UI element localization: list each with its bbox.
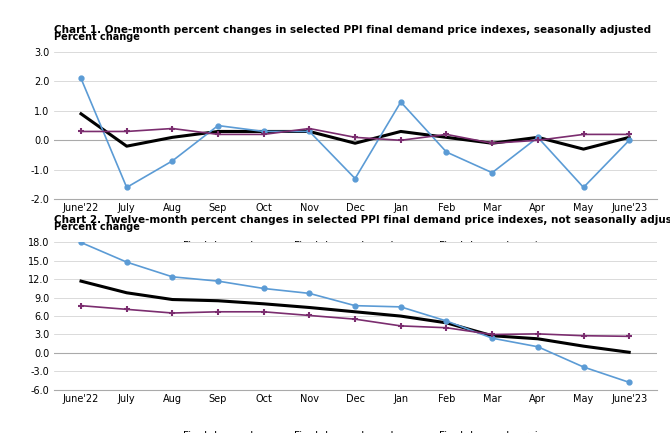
Final demand services [351,317,359,322]
Line: Final demand services: Final demand services [78,302,632,340]
Text: Percent change: Percent change [54,222,139,232]
Final demand services [123,307,131,312]
Final demand [442,135,450,140]
Final demand [488,141,496,146]
Final demand services [534,138,542,143]
Final demand [214,298,222,304]
Text: Chart 2. Twelve-month percent changes in selected PPI final demand price indexes: Chart 2. Twelve-month percent changes in… [54,215,670,225]
Final demand goods [214,123,222,128]
Final demand goods [534,135,542,140]
Final demand goods [260,286,268,291]
Final demand [306,129,314,134]
Final demand goods [488,336,496,341]
Final demand services [580,132,588,137]
Final demand goods [77,76,85,81]
Final demand [351,141,359,146]
Line: Final demand services: Final demand services [78,125,632,147]
Final demand goods [168,274,176,279]
Final demand goods [442,149,450,155]
Line: Final demand goods: Final demand goods [78,240,632,385]
Final demand [488,333,496,338]
Final demand goods [397,304,405,310]
Final demand services [397,323,405,329]
Final demand services [214,309,222,314]
Final demand [77,111,85,116]
Final demand services [77,129,85,134]
Final demand goods [351,176,359,181]
Final demand [260,301,268,307]
Final demand services [77,303,85,308]
Final demand [168,297,176,302]
Legend: Final demand, Final demand goods, Final demand services: Final demand, Final demand goods, Final … [151,237,559,255]
Final demand goods [580,365,588,370]
Final demand goods [351,303,359,308]
Final demand goods [488,170,496,175]
Final demand [123,144,131,149]
Final demand services [214,132,222,137]
Legend: Final demand, Final demand goods, Final demand services: Final demand, Final demand goods, Final … [151,427,559,433]
Final demand goods [534,344,542,349]
Final demand goods [306,291,314,296]
Final demand goods [77,240,85,245]
Text: Percent change: Percent change [54,32,139,42]
Final demand [397,313,405,319]
Final demand goods [260,129,268,134]
Final demand services [442,132,450,137]
Final demand services [168,310,176,316]
Final demand [351,309,359,314]
Final demand [534,336,542,341]
Final demand services [168,126,176,131]
Final demand services [442,325,450,330]
Final demand [260,129,268,134]
Final demand goods [442,318,450,323]
Final demand goods [123,185,131,190]
Final demand goods [625,380,633,385]
Final demand [534,135,542,140]
Final demand services [580,333,588,338]
Final demand services [260,309,268,314]
Final demand services [625,334,633,339]
Final demand goods [306,129,314,134]
Final demand services [397,138,405,143]
Final demand [214,129,222,134]
Final demand services [534,331,542,336]
Final demand [77,278,85,284]
Final demand goods [580,185,588,190]
Final demand services [306,313,314,318]
Final demand [580,146,588,152]
Line: Final demand goods: Final demand goods [78,76,632,190]
Final demand services [488,141,496,146]
Text: Chart 1. One-month percent changes in selected PPI final demand price indexes, s: Chart 1. One-month percent changes in se… [54,25,651,35]
Final demand goods [397,100,405,105]
Line: Final demand: Final demand [81,281,629,352]
Final demand services [306,126,314,131]
Final demand services [123,129,131,134]
Final demand [625,135,633,140]
Final demand [442,320,450,326]
Final demand goods [214,278,222,284]
Line: Final demand: Final demand [81,114,629,149]
Final demand goods [123,259,131,265]
Final demand goods [625,138,633,143]
Final demand [580,343,588,349]
Final demand [625,350,633,355]
Final demand services [351,135,359,140]
Final demand goods [168,158,176,164]
Final demand services [260,132,268,137]
Final demand [123,290,131,295]
Final demand services [625,132,633,137]
Final demand [306,305,314,310]
Final demand [168,135,176,140]
Final demand services [488,332,496,337]
Final demand [397,129,405,134]
